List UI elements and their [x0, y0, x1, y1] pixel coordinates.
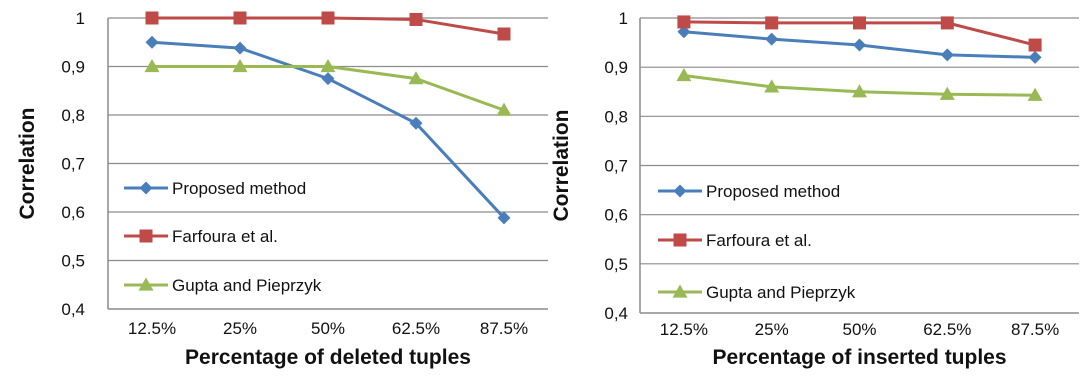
data-point-triangle [408, 71, 424, 85]
data-point-triangle [852, 84, 867, 98]
x-tick-label: 87.5% [1011, 320, 1059, 339]
data-point-diamond [677, 25, 691, 39]
data-point-triangle [939, 86, 955, 100]
data-point-diamond [940, 48, 954, 62]
data-point-square [1028, 38, 1042, 52]
legend-marker-triangle [138, 277, 154, 291]
data-point-diamond [765, 32, 779, 46]
y-tick-label: 0,6 [604, 206, 628, 225]
legend-label: Proposed method [172, 179, 306, 198]
y-axis-title: Correlation [550, 109, 573, 221]
data-point-triangle [764, 79, 780, 93]
y-tick-label: 1 [76, 9, 85, 28]
y-tick-label: 0,7 [604, 157, 628, 176]
data-point-square [145, 11, 159, 25]
legend-marker-diamond [673, 184, 687, 198]
data-point-diamond [233, 41, 247, 55]
x-axis-title: Percentage of deleted tuples [185, 346, 471, 369]
y-tick-label: 0,4 [604, 304, 628, 323]
legend-marker-diamond [139, 181, 153, 195]
x-tick-label: 12.5% [660, 320, 708, 339]
legend-label: Farfoura et al. [172, 227, 278, 246]
y-tick-label: 1 [619, 9, 628, 28]
data-point-triangle [232, 59, 248, 73]
data-point-square [233, 11, 247, 25]
x-tick-label: 50% [311, 319, 345, 338]
x-axis-title: Percentage of inserted tuples [712, 346, 1006, 369]
data-point-square [940, 16, 954, 30]
x-tick-label: 50% [842, 320, 876, 339]
data-point-triangle [1027, 87, 1043, 101]
data-point-diamond [409, 116, 423, 130]
data-point-square [765, 16, 779, 30]
x-tick-label: 25% [223, 319, 257, 338]
data-point-triangle [144, 59, 160, 73]
data-point-square [853, 16, 866, 30]
data-point-diamond [321, 72, 335, 86]
legend-label: Gupta and Pieprzyk [706, 283, 856, 302]
data-point-diamond [145, 35, 159, 49]
legend-label: Farfoura et al. [706, 231, 812, 250]
y-tick-label: 0,8 [604, 107, 628, 126]
legend-label: Gupta and Pieprzyk [172, 276, 322, 295]
y-tick-label: 0,5 [604, 255, 628, 274]
y-tick-label: 0,9 [61, 58, 85, 77]
data-point-square [321, 11, 335, 25]
chart-1: 0,4 0,5 0,6 0,7 0,8 0,9 1 12.5% 25% 50% 62.5% 87.5%… [16, 9, 548, 369]
chart-2: 0,4 0,5 0,6 0,7 0,8 0,9 1 12.5% 25% 50% 62.5% 87.5%… [550, 9, 1079, 369]
y-tick-label: 0,4 [61, 300, 85, 319]
y-axis-title: Correlation [16, 107, 39, 219]
data-point-triangle [496, 102, 512, 116]
y-tick-label: 0,5 [61, 252, 85, 271]
y-tick-label: 0,8 [61, 106, 85, 125]
legend-marker-square [139, 229, 153, 243]
y-tick-label: 0,9 [604, 58, 628, 77]
data-point-square [497, 27, 511, 41]
x-tick-label: 62.5% [392, 319, 440, 338]
data-point-diamond [497, 211, 511, 225]
data-point-square [677, 15, 691, 29]
legend-marker-square [673, 233, 687, 247]
y-tick-label: 0,7 [61, 155, 85, 174]
x-tick-label: 62.5% [923, 320, 971, 339]
legend-marker-triangle [672, 284, 688, 298]
x-tick-label: 12.5% [128, 319, 176, 338]
data-point-diamond [1028, 50, 1042, 64]
legend-label: Proposed method [706, 182, 840, 201]
y-tick-label: 0,6 [61, 203, 85, 222]
data-point-triangle [320, 59, 336, 73]
data-point-square [409, 12, 423, 26]
x-tick-label: 87.5% [480, 319, 528, 338]
data-point-diamond [853, 38, 866, 52]
data-point-triangle [676, 68, 692, 82]
x-tick-label: 25% [755, 320, 789, 339]
